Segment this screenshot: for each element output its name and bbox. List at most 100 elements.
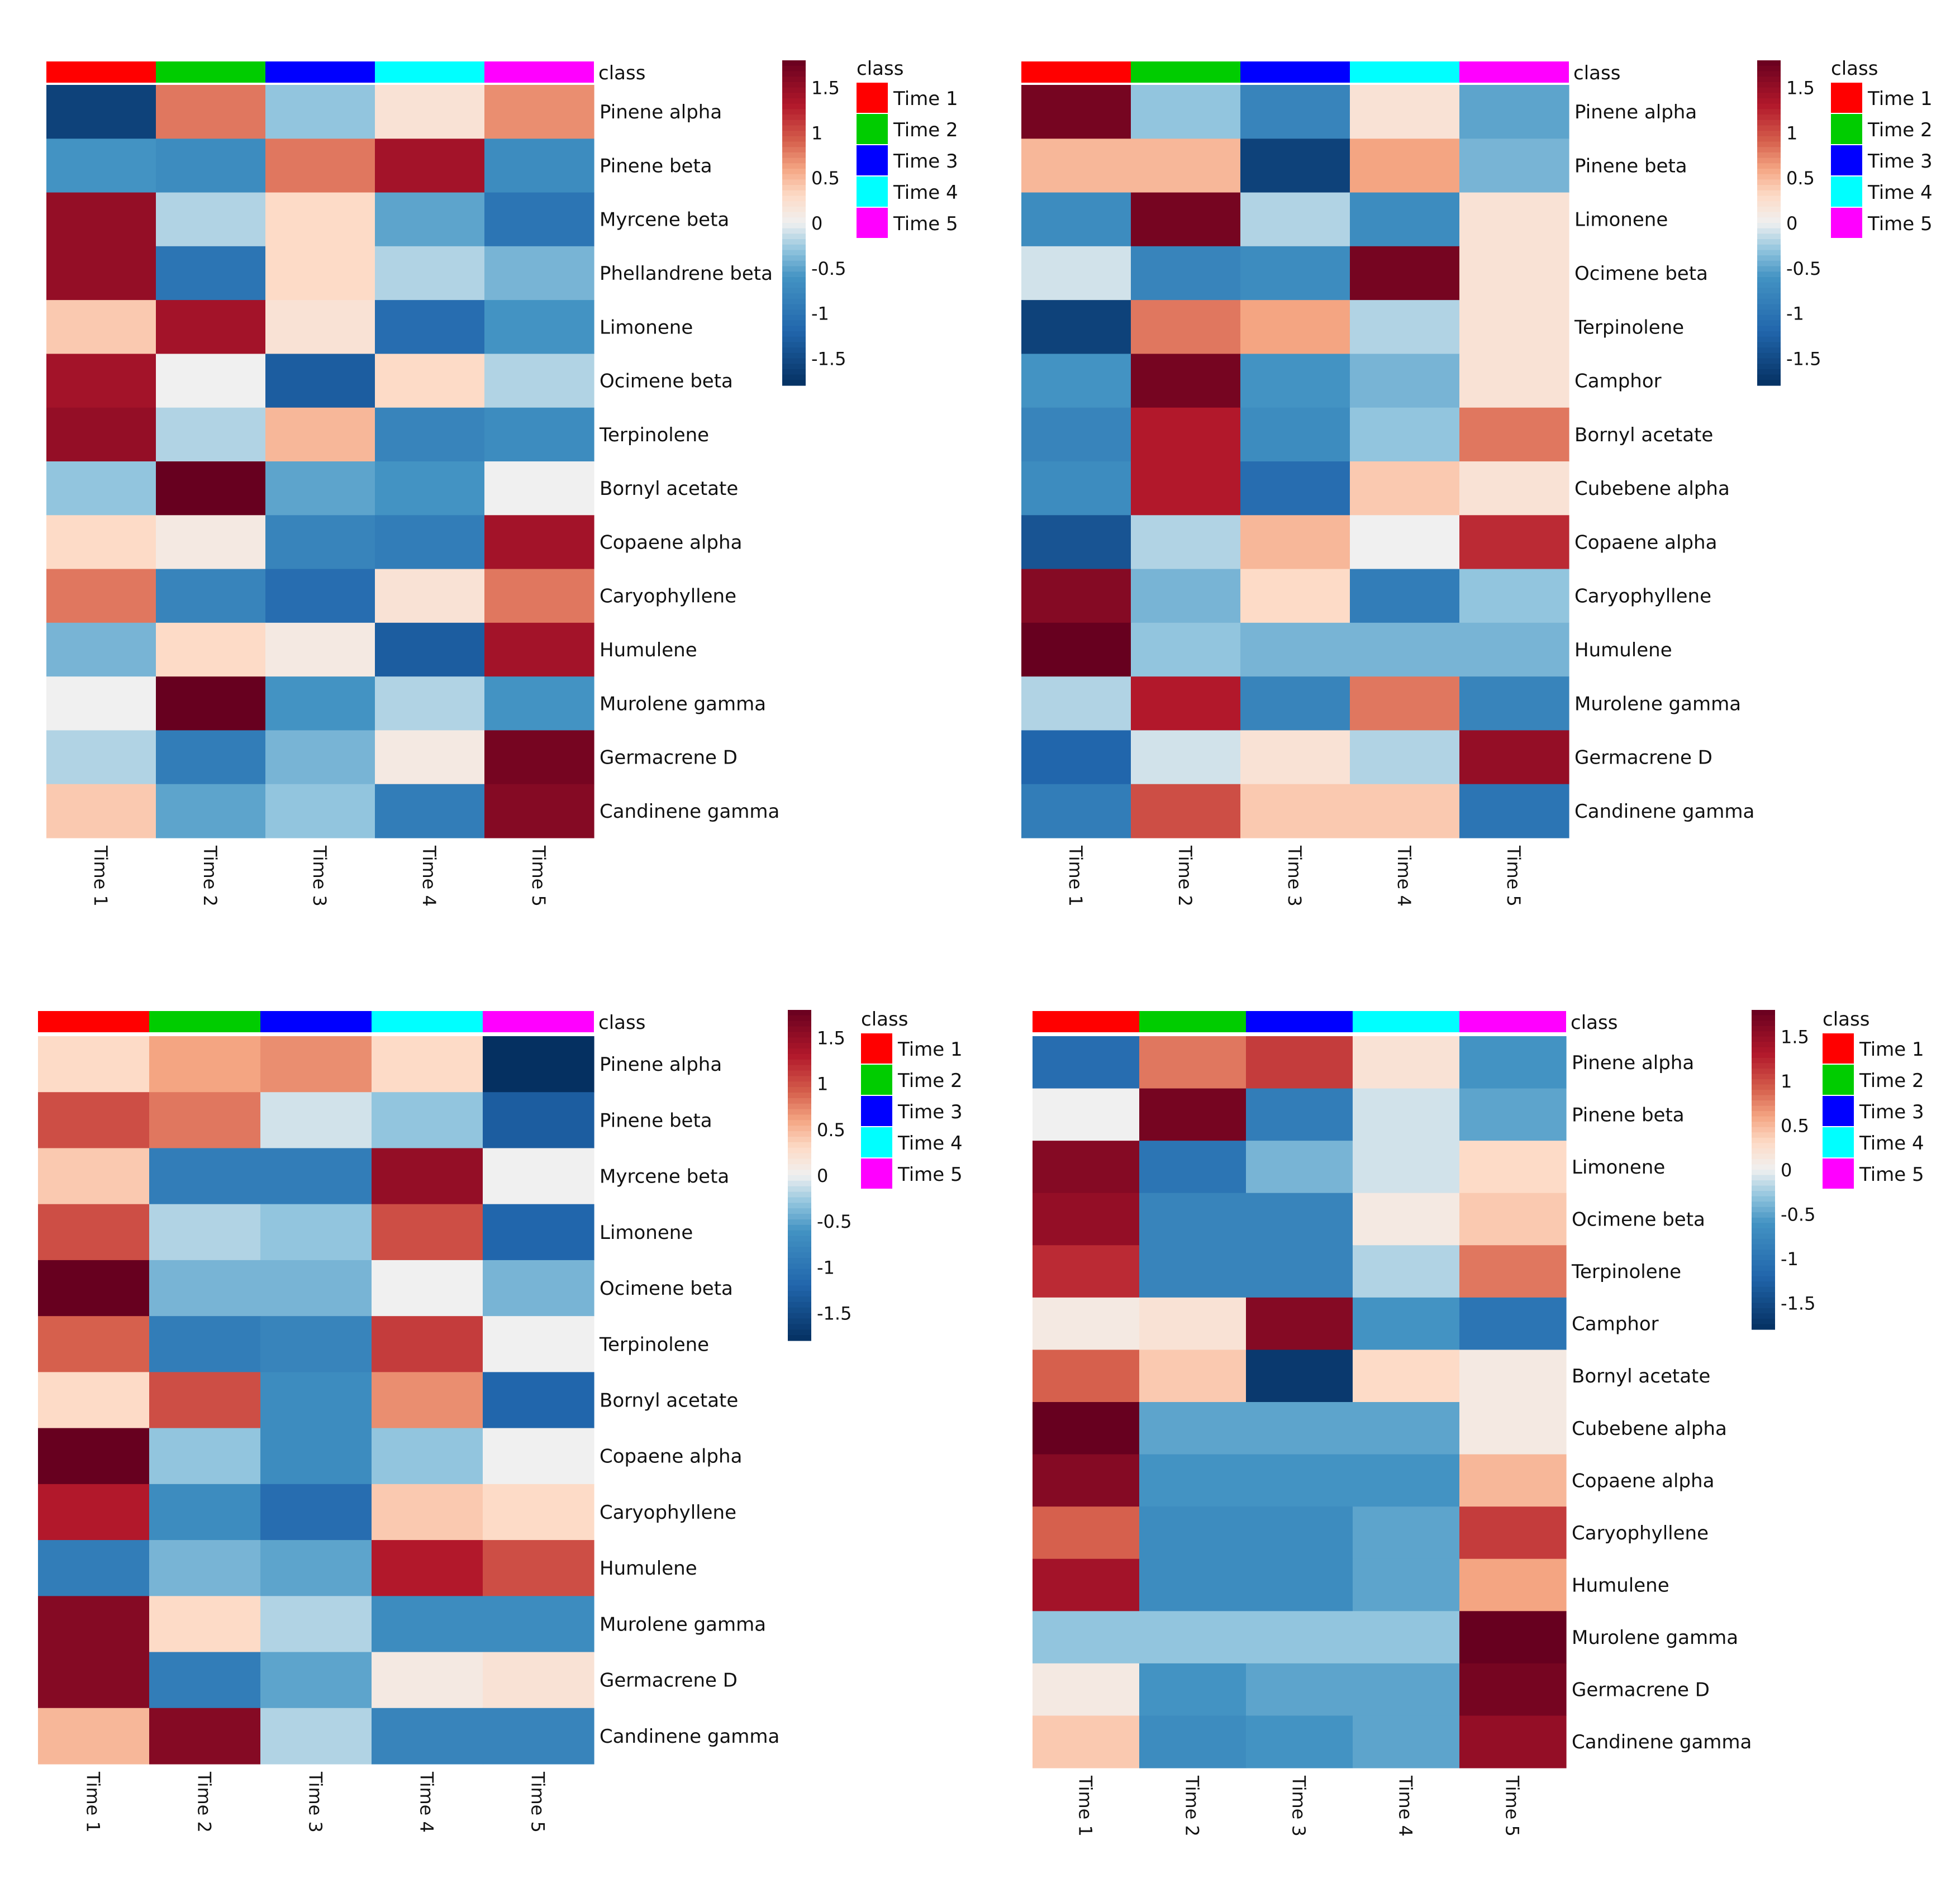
heatmap-cell <box>1131 139 1241 193</box>
color-scale-segment <box>1757 65 1781 71</box>
color-scale-segment <box>788 1208 811 1214</box>
column-label: Time 5 <box>1502 1775 1523 1837</box>
heatmap-cell <box>1033 1297 1140 1351</box>
annotation-title: class <box>598 1012 645 1034</box>
color-scale-segment <box>1757 364 1781 370</box>
heatmap-cell <box>1246 1350 1353 1403</box>
color-scale-segment <box>782 65 806 71</box>
class-annotation-cell <box>149 1011 260 1032</box>
column-label: Time 2 <box>199 845 221 907</box>
heatmap-cell <box>149 1204 261 1261</box>
heatmap-cell <box>484 139 594 193</box>
heatmap-cell <box>1350 461 1460 516</box>
legend-label: Time 3 <box>893 150 958 173</box>
heatmap-cell <box>1459 461 1569 516</box>
row-label: Camphor <box>1574 370 1662 393</box>
color-scale-segment <box>788 1170 811 1176</box>
heatmap-cell <box>1033 1245 1140 1298</box>
class-annotation-cell <box>1240 61 1350 83</box>
row-label: Camphor <box>1572 1313 1659 1336</box>
annotation-title: class <box>1571 1012 1618 1034</box>
class-annotation-cell <box>1131 61 1240 83</box>
color-scale-segment <box>782 82 806 88</box>
heatmap-cell <box>1240 300 1350 355</box>
color-scale-segment <box>788 1197 811 1203</box>
color-scale-segment <box>788 1280 811 1286</box>
color-scale-segment <box>788 1285 811 1291</box>
heatmap-cell <box>372 1652 483 1709</box>
row-label: Myrcene beta <box>600 209 729 231</box>
color-scale-segment <box>1752 1233 1775 1239</box>
legend-label: Time 5 <box>893 213 958 235</box>
heatmap-cell <box>1459 1506 1567 1560</box>
row-label: Limonene <box>600 1222 693 1244</box>
heatmap-cell <box>1353 1193 1460 1246</box>
color-scale-segment <box>1757 212 1781 218</box>
heatmap-cell <box>1240 622 1350 677</box>
color-scale-segment <box>1757 277 1781 283</box>
color-scale-tick: 1 <box>1786 122 1797 144</box>
heatmap-cell <box>156 354 266 408</box>
class-annotation-cell <box>1459 61 1569 83</box>
row-label: Humulene <box>600 1557 697 1580</box>
color-scale-segment <box>1752 1250 1775 1256</box>
heatmap-cell <box>1353 1715 1460 1768</box>
row-label: Terpinolene <box>1574 316 1684 338</box>
color-scale-segment <box>788 1021 811 1027</box>
color-scale-segment <box>782 109 806 115</box>
legend-swatch <box>1831 177 1862 207</box>
color-scale-segment <box>1757 109 1781 115</box>
class-annotation-cell <box>46 61 156 83</box>
heatmap-cell <box>38 1708 150 1765</box>
color-scale-segment <box>788 1269 811 1275</box>
row-label: Humulene <box>1574 639 1672 661</box>
heatmap-cell <box>1139 1141 1247 1194</box>
heatmap-cell <box>483 1428 594 1485</box>
heatmap-cell <box>149 1540 261 1596</box>
color-scale-segment <box>782 179 806 185</box>
column-label: Time 3 <box>309 845 330 907</box>
row-label: Ocimene beta <box>1574 263 1708 285</box>
heatmap-cell <box>1240 461 1350 516</box>
color-scale-segment <box>782 98 806 104</box>
color-scale-tick: -1.5 <box>817 1303 851 1324</box>
color-scale-segment <box>1757 147 1781 153</box>
heatmap-cell <box>260 1708 372 1765</box>
color-scale-tick: 1.5 <box>811 78 840 99</box>
heatmap-cell <box>1131 407 1241 462</box>
color-scale-segment <box>788 1164 811 1170</box>
color-scale-segment <box>1752 1244 1775 1250</box>
color-scale-segment <box>782 87 806 93</box>
heatmap-cell <box>483 1036 594 1093</box>
row-label: Bornyl acetate <box>600 1390 738 1412</box>
column-label: Time 1 <box>83 1771 104 1833</box>
color-scale-tick: -0.5 <box>811 258 846 279</box>
color-scale-tick: 1.5 <box>1781 1027 1809 1048</box>
color-scale-tick: 0 <box>1786 213 1797 234</box>
color-scale-segment <box>782 77 806 83</box>
color-scale-segment <box>782 206 806 213</box>
heatmap-cell <box>38 1372 150 1429</box>
heatmap-cell <box>483 1204 594 1261</box>
color-scale-segment <box>788 1158 811 1165</box>
column-label: Time 1 <box>1075 1775 1096 1837</box>
color-scale-segment <box>1752 1068 1775 1074</box>
heatmap-cell <box>1021 730 1131 785</box>
class-annotation-cell <box>375 61 484 83</box>
class-annotation-cell <box>483 1011 594 1032</box>
color-scale-segment <box>788 1175 811 1181</box>
color-scale-segment <box>1752 1265 1775 1271</box>
heatmap-cell <box>1459 246 1569 301</box>
color-scale-segment <box>788 1329 811 1336</box>
color-scale-segment <box>788 1236 811 1242</box>
color-scale-segment <box>1752 1052 1775 1059</box>
heatmap-panel-bottom-right: class Pinene alpha Pinene beta Limonene Ocim… <box>1033 1008 1924 1837</box>
heatmap-cell <box>38 1148 150 1205</box>
heatmap-cell <box>1459 1611 1567 1664</box>
heatmap-cell <box>483 1260 594 1317</box>
heatmap-cell <box>38 1540 150 1596</box>
color-scale-segment <box>788 1318 811 1324</box>
color-scale-segment <box>1757 233 1781 240</box>
color-scale-segment <box>788 1147 811 1154</box>
row-label: Pinene alpha <box>600 1053 722 1076</box>
